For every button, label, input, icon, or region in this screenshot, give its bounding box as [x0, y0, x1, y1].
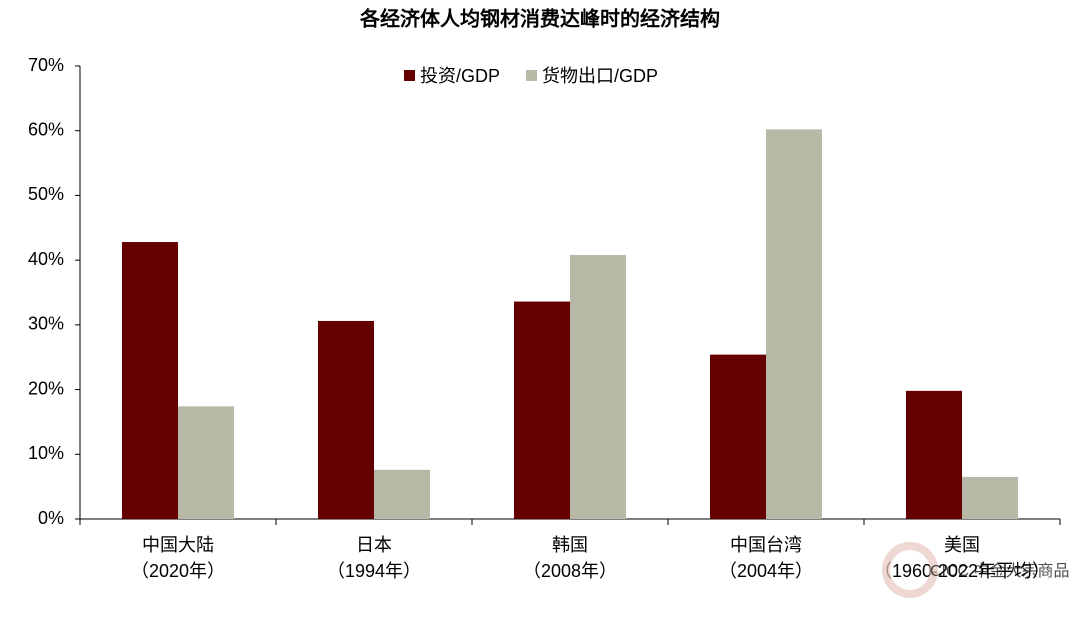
- bar: [906, 390, 962, 519]
- y-tick-label: 10%: [28, 443, 64, 463]
- legend-swatch: [404, 70, 415, 81]
- bar: [710, 354, 766, 519]
- watermark: CICC 中金大宗商品: [930, 562, 1070, 580]
- bar: [962, 476, 1018, 519]
- bar: [514, 301, 570, 519]
- x-tick-label: （1960-2022年平均）: [874, 561, 1050, 581]
- bar: [178, 406, 234, 519]
- bar: [318, 320, 374, 519]
- watermark-logo: [882, 542, 938, 598]
- x-tick-label: 韩国: [552, 535, 588, 555]
- x-tick-label: 美国: [944, 535, 980, 555]
- y-tick-label: 0%: [38, 508, 64, 528]
- x-tick-label: （2008年）: [523, 561, 617, 581]
- x-tick-label: 中国台湾: [730, 535, 802, 555]
- x-tick-label: （1994年）: [327, 561, 421, 581]
- y-tick-label: 20%: [28, 378, 64, 398]
- y-tick-label: 50%: [28, 184, 64, 204]
- x-tick-label: （2020年）: [131, 561, 225, 581]
- x-tick-label: 日本: [356, 535, 392, 555]
- y-tick-label: 40%: [28, 249, 64, 269]
- chart-title: 各经济体人均钢材消费达峰时的经济结构: [359, 6, 720, 30]
- x-tick-label: 中国大陆: [142, 535, 214, 555]
- x-tick-label: （2004年）: [719, 561, 813, 581]
- bar: [122, 242, 178, 519]
- y-tick-label: 60%: [28, 119, 64, 139]
- bar: [570, 254, 626, 520]
- legend-label: 货物出口/GDP: [542, 66, 658, 86]
- legend-label: 投资/GDP: [420, 66, 500, 86]
- y-tick-label: 70%: [28, 55, 64, 75]
- legend-swatch: [526, 70, 538, 81]
- bar: [374, 469, 430, 519]
- bar: [766, 129, 822, 520]
- y-tick-label: 30%: [28, 314, 64, 334]
